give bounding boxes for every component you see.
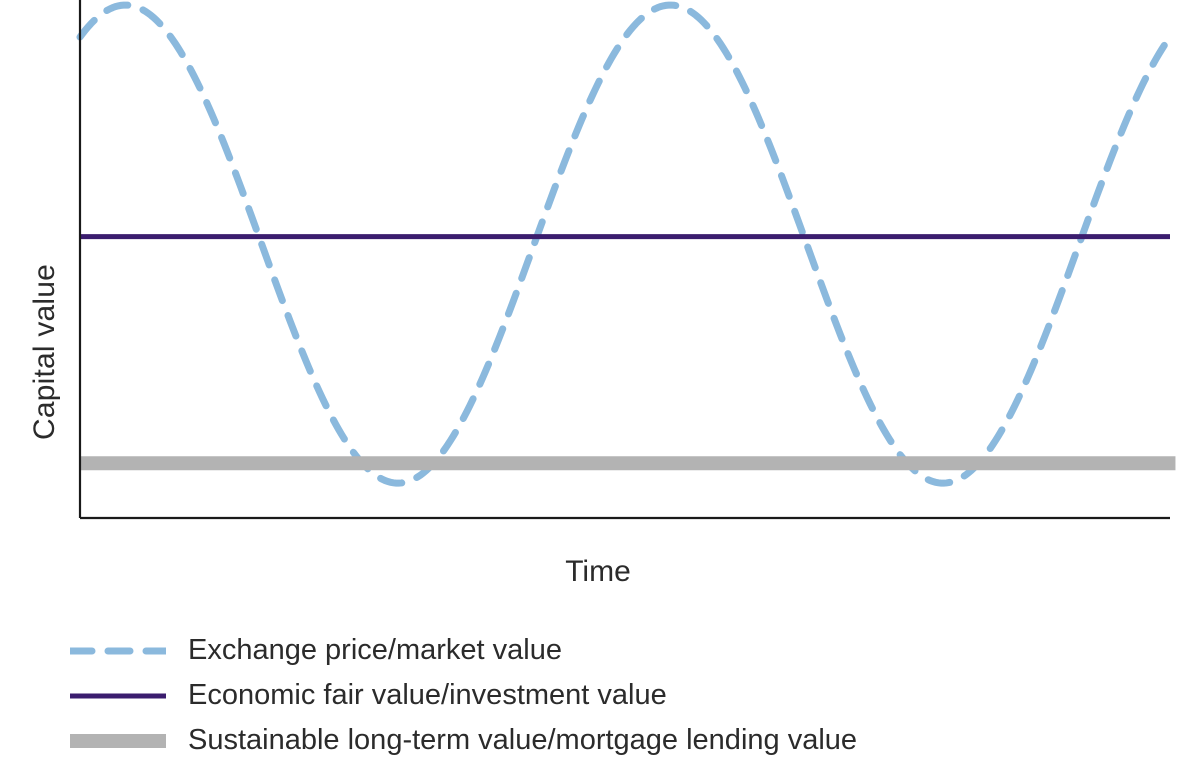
legend-swatch (70, 639, 166, 663)
legend: Exchange price/market value Economic fair… (70, 636, 857, 771)
legend-label: Exchange price/market value (188, 636, 562, 665)
x-axis-label: Time (0, 555, 1196, 589)
chart-container: Capital value Time Exchange price/market… (0, 0, 1196, 780)
y-axis-label: Capital value (28, 264, 62, 440)
legend-label: Sustainable long-term value/mortgage len… (188, 726, 857, 755)
legend-item-exchange_price: Exchange price/market value (70, 636, 857, 665)
legend-item-economic_fair_value: Economic fair value/investment value (70, 681, 857, 710)
series-exchange_price (80, 5, 1170, 483)
plot-area (60, 0, 1180, 540)
legend-swatch (70, 684, 166, 708)
legend-label: Economic fair value/investment value (188, 681, 667, 710)
legend-item-sustainable_value: Sustainable long-term value/mortgage len… (70, 726, 857, 755)
legend-swatch (70, 729, 166, 753)
